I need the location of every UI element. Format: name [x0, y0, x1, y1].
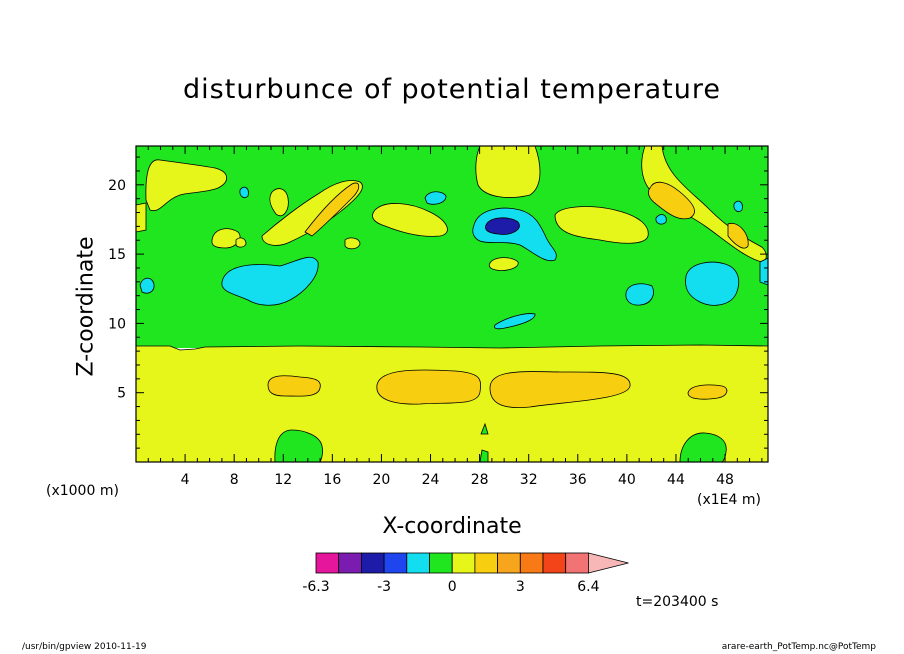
x-tick-label: 20 — [373, 472, 391, 488]
contour-field — [136, 146, 768, 462]
blob-yellow-top-center — [475, 146, 541, 198]
x-tick-label: 8 — [230, 472, 239, 488]
colorbar-swatch — [360, 552, 385, 574]
y-tick-label: 10 — [108, 316, 126, 332]
colorbar-tick-label: -6.3 — [302, 579, 329, 595]
colorbar-swatch — [406, 552, 430, 574]
colorbar-swatch — [383, 552, 408, 574]
x-tick-label: 36 — [569, 472, 587, 488]
blob-orange-3 — [489, 371, 631, 409]
colorbar-swatch — [451, 552, 476, 574]
colorbar-swatch — [429, 552, 453, 574]
colorbar-swatch — [565, 552, 589, 574]
colorbar-tick-label: -3 — [377, 579, 391, 595]
blob-yellow-center-left — [372, 203, 448, 237]
x-tick-label: 16 — [323, 472, 341, 488]
footer-left: /usr/bin/gpview 2010-11-19 — [22, 642, 147, 652]
y-tick-label: 20 — [108, 178, 126, 194]
blob-darkblue-center — [485, 217, 520, 235]
colorbar-swatch — [542, 552, 567, 574]
x-tick-label: 12 — [274, 472, 292, 488]
blob-green-bottom-1 — [274, 429, 323, 462]
blob-cyan-left — [221, 256, 319, 306]
blob-green-bottom-2 — [679, 432, 727, 462]
x-tick-label: 44 — [667, 472, 685, 488]
colorbar-swatch — [315, 552, 340, 574]
colorbar-swatch — [497, 552, 521, 574]
colorbar-swatch — [338, 552, 362, 574]
blob-yellow-center-right — [554, 206, 649, 244]
colorbar-tick-label: 3 — [516, 579, 525, 595]
y-tick-label: 5 — [117, 386, 126, 402]
blob-orange-1 — [267, 375, 321, 397]
blob-orange-2 — [376, 369, 481, 405]
blob-yellow-upper-left — [145, 159, 228, 212]
chart-title: disturbunce of potential temperature — [183, 74, 721, 105]
x-tick-label: 4 — [181, 472, 190, 488]
x-tick-label: 24 — [422, 472, 440, 488]
footer-right: arare-earth_PotTemp.nc@PotTemp — [721, 642, 876, 652]
colorbar: -6.3 -3 0 3 6.4 — [302, 552, 629, 595]
colorbar-tick-label: 6.4 — [577, 579, 599, 595]
colorbar-extend — [588, 552, 629, 574]
y-tick-label: 15 — [108, 247, 126, 263]
x-axis-label: X-coordinate — [382, 514, 522, 539]
blob-cyan-right — [685, 261, 740, 306]
x-tick-label: 32 — [520, 472, 538, 488]
blob-orange-4 — [687, 384, 728, 400]
x-unit-label: (x1000 m) — [46, 483, 119, 499]
colorbar-tick-label: 0 — [448, 579, 457, 595]
colorbar-swatch — [474, 552, 498, 574]
x-tick-label: 48 — [716, 472, 734, 488]
time-annotation: t=203400 s — [636, 594, 719, 610]
x-tick-label: 28 — [471, 472, 489, 488]
plot-frame — [135, 145, 769, 463]
region-positive-lower — [136, 344, 768, 462]
x-tick-label: 40 — [618, 472, 636, 488]
x-scale-label: (x1E4 m) — [697, 492, 761, 508]
colorbar-swatch — [519, 552, 544, 574]
